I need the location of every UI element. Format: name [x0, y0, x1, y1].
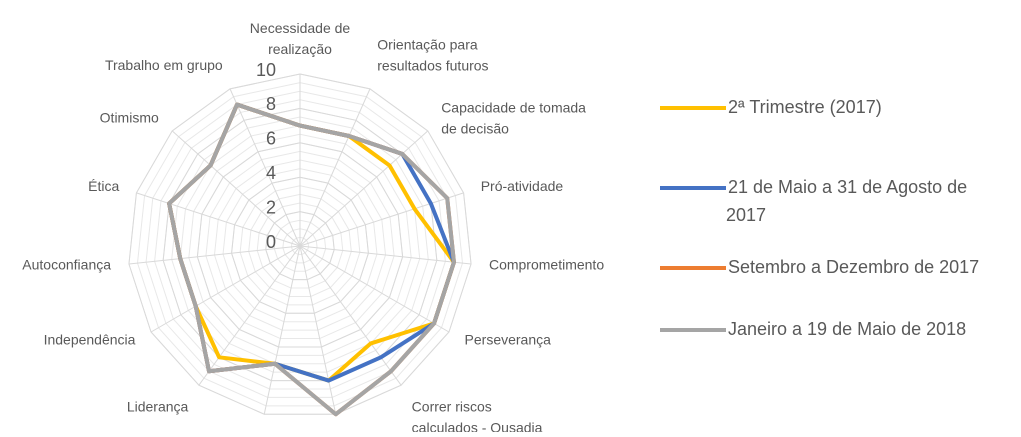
legend-label: 2ª Trimestre (2017): [728, 97, 882, 117]
minor-ring: [290, 236, 310, 255]
legend-label: Janeiro a 19 de Maio de 2018: [728, 319, 966, 339]
y-tick-label: 2: [266, 197, 276, 217]
minor-ring: [282, 228, 318, 264]
grid-ring: [128, 73, 472, 415]
category-label: Capacidade de tomada de decisão: [441, 99, 586, 136]
legend-label: 21 de Maio a 31 de Agosto de 2017: [726, 177, 967, 225]
spoke: [299, 88, 371, 247]
minor-ring: [188, 133, 412, 356]
legend-label: Setembro a Dezembro de 2017: [728, 257, 979, 277]
y-tick-label: 0: [266, 232, 276, 252]
category-label: Orientação para resultados futuros: [377, 36, 488, 73]
category-label: Ética: [88, 178, 119, 194]
category-label: Perseverança: [465, 332, 552, 348]
spoke: [299, 245, 402, 386]
category-label: Necessidade de realização: [250, 20, 351, 57]
spoke: [299, 245, 472, 265]
spoke: [128, 245, 301, 265]
y-tick-label: 8: [266, 94, 276, 114]
minor-ring: [273, 219, 327, 272]
minor-ring: [248, 193, 352, 297]
spoke: [263, 245, 301, 415]
spoke: [299, 245, 450, 333]
category-label: Comprometimento: [489, 257, 604, 273]
minor-ring: [222, 168, 378, 323]
grid-ring: [196, 142, 404, 348]
minor-ring: [213, 159, 387, 331]
spoke: [299, 245, 337, 415]
category-label: Independência: [44, 332, 136, 348]
y-tick-label: 10: [256, 60, 276, 80]
minor-ring: [205, 150, 395, 340]
minor-ring: [145, 90, 455, 398]
category-label: Liderança: [127, 398, 189, 414]
minor-ring: [239, 185, 361, 306]
minor-ring: [136, 82, 464, 407]
y-tick-label: 4: [266, 163, 276, 183]
grid-ring: [265, 211, 335, 281]
grid-ring: [231, 176, 369, 314]
series-line: [167, 102, 456, 417]
category-label: Autoconfiança: [22, 257, 111, 273]
spoke: [136, 192, 301, 247]
spoke: [229, 88, 301, 247]
minor-ring: [256, 202, 344, 289]
spoke: [150, 245, 301, 333]
spoke: [299, 130, 429, 247]
category-label: Otimismo: [100, 110, 159, 126]
category-label: Pró-atividade: [481, 178, 564, 194]
category-label: Trabalho em grupo: [105, 57, 223, 73]
y-tick-label: 6: [266, 129, 276, 149]
spoke: [299, 192, 464, 247]
spoke: [198, 245, 301, 386]
category-label: Correr riscos calculados - Ousadia: [412, 398, 543, 432]
spoke: [171, 130, 301, 247]
